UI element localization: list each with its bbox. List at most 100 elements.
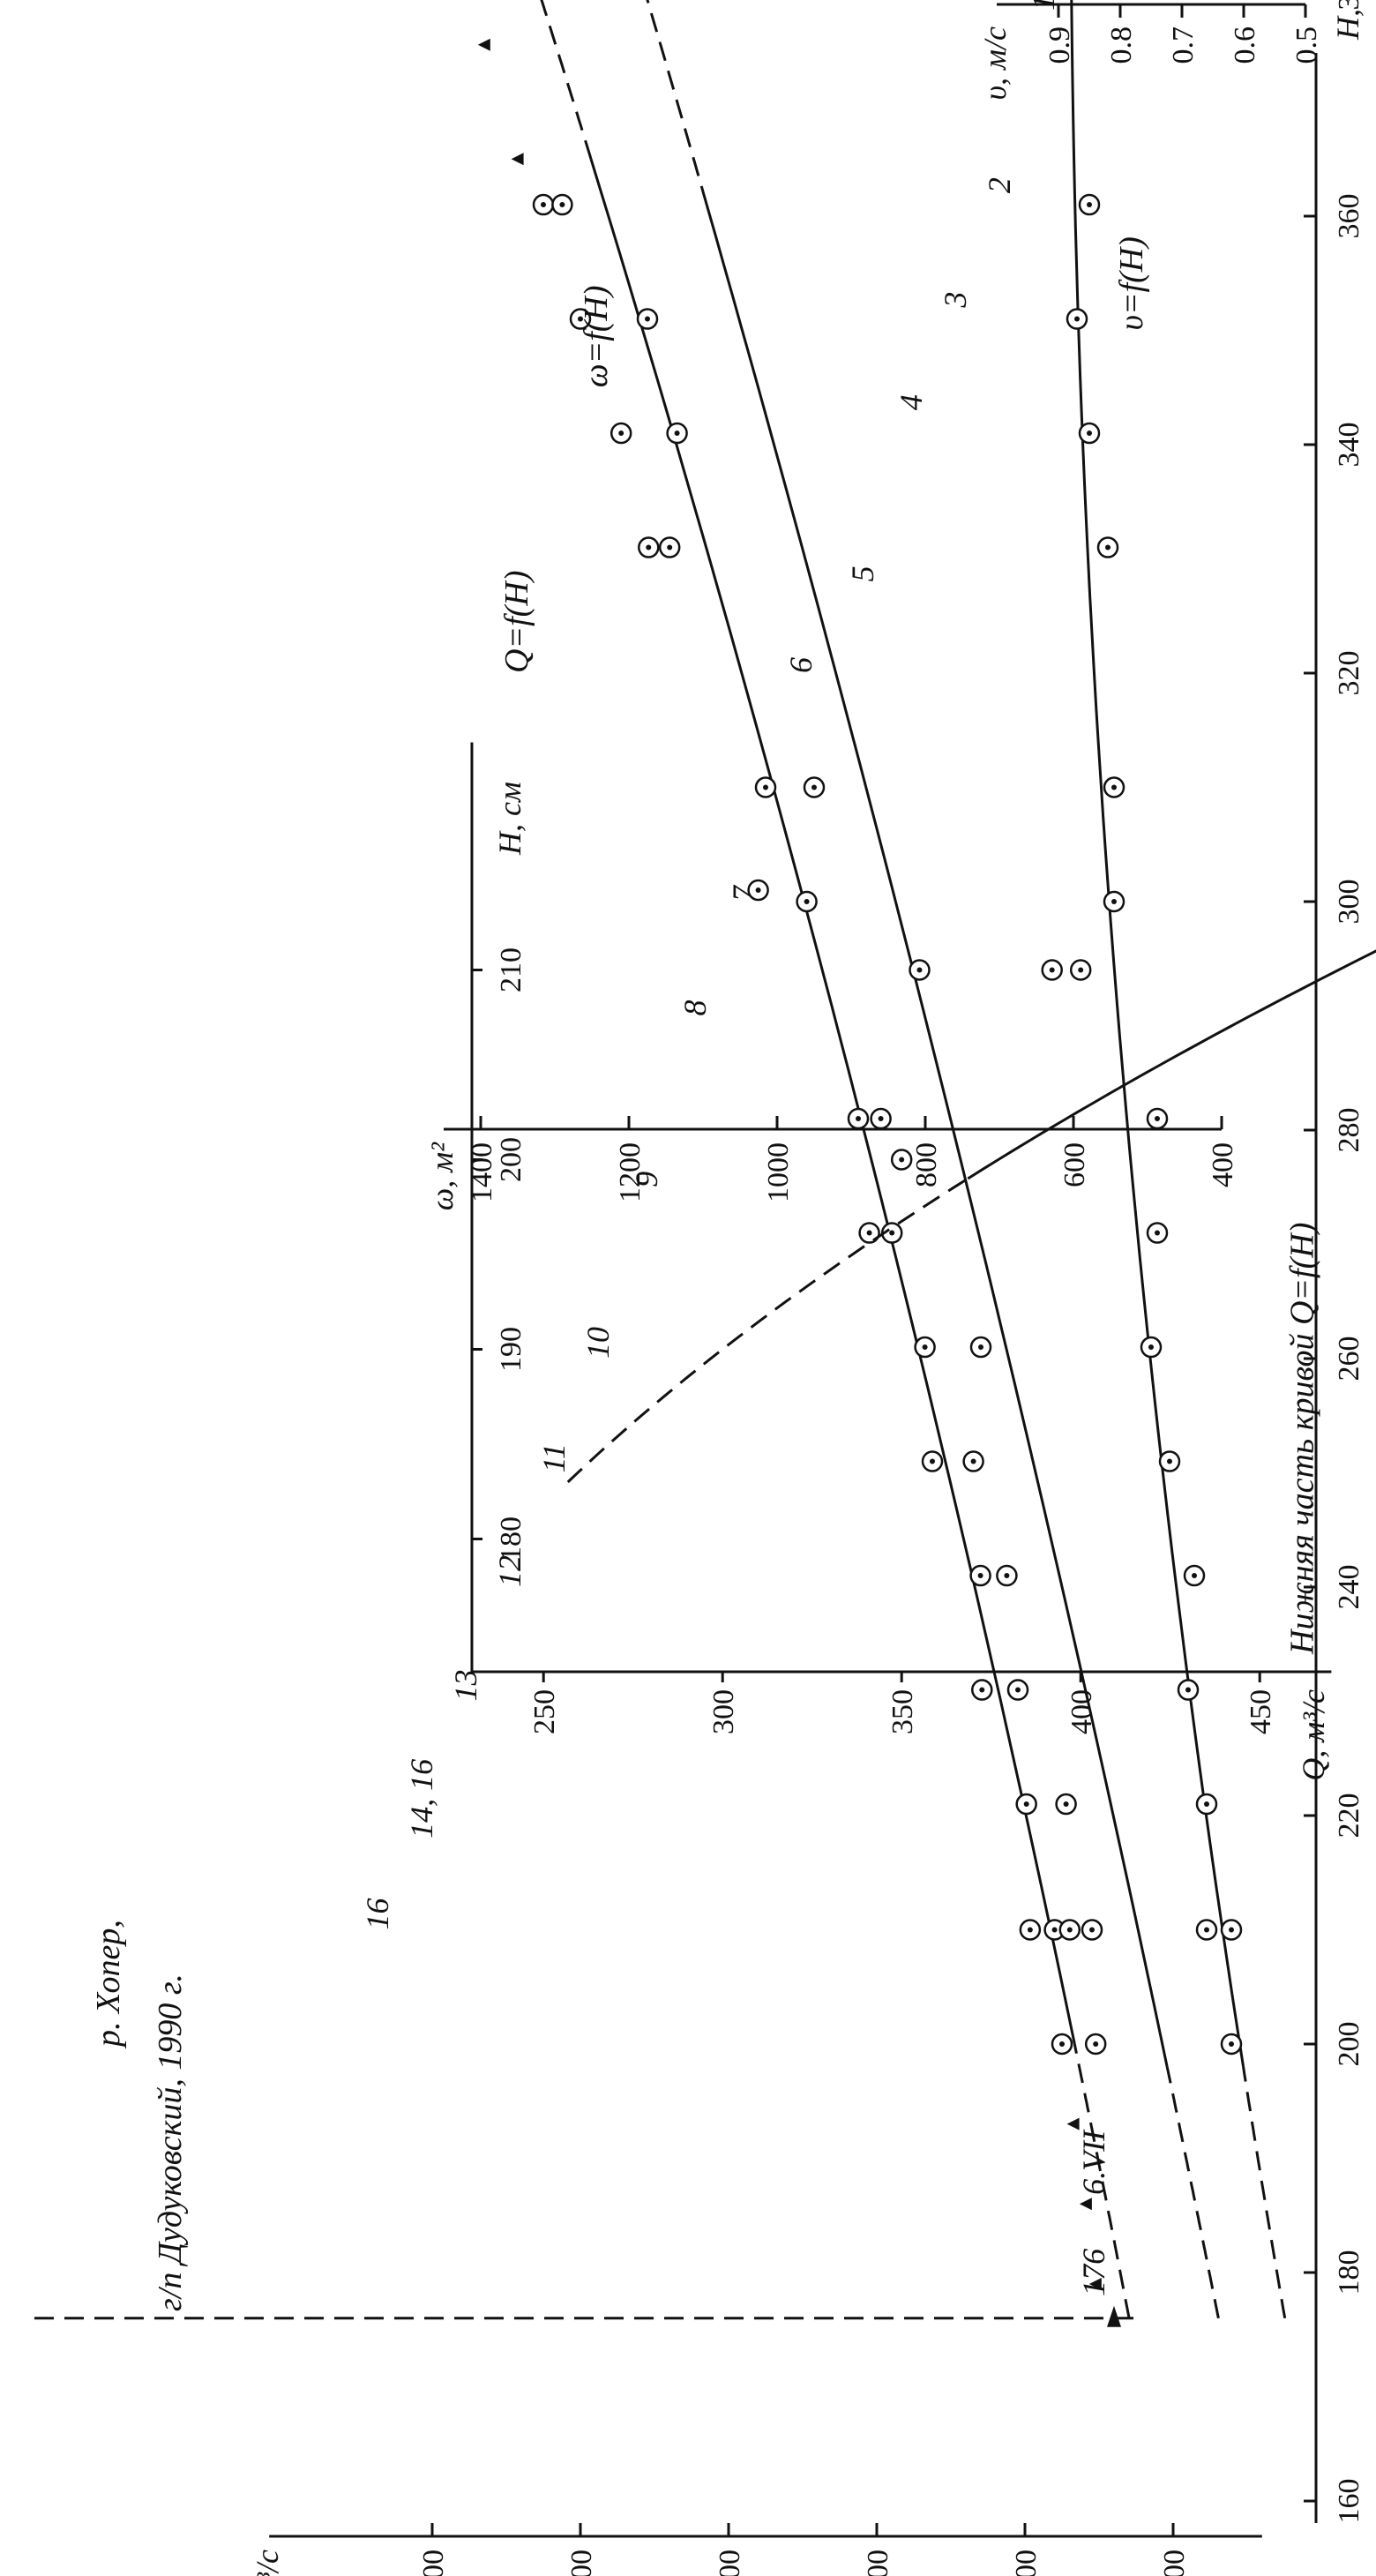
inset-h-axis-label: H, см <box>492 782 527 856</box>
min-level-marker <box>1107 2305 1121 2327</box>
h-tick-label: 320 <box>1333 651 1365 696</box>
q-extrapolated-marker <box>1079 2198 1092 2211</box>
omega-point-dot <box>645 316 650 322</box>
inset-q-tick-label: 350 <box>886 1689 919 1734</box>
q-point-dot <box>977 1573 983 1579</box>
omega-tick-label: 400 <box>1207 1142 1239 1187</box>
q-point-label: 7 <box>726 884 761 902</box>
q-tick-label: 1000 <box>565 2550 598 2576</box>
omega-tick-label: 1200 <box>614 1142 647 1202</box>
inset-q-tick-label: 250 <box>528 1689 561 1734</box>
min-level-value: 176 <box>1076 2249 1111 2296</box>
v-point-dot <box>1111 899 1117 904</box>
v-tick-label: 0.6 <box>1229 26 1261 64</box>
h-axis-label: H, см <box>1330 0 1365 41</box>
q-point-dot <box>922 1344 928 1351</box>
v-point-dot <box>1155 1116 1160 1122</box>
omega-point-dot <box>878 1116 884 1122</box>
q-point-label: 6 <box>783 657 819 673</box>
q-point-dot <box>755 887 761 894</box>
omega-point-dot <box>674 431 680 437</box>
h-tick-label: 260 <box>1333 1337 1365 1382</box>
omega-point-dot <box>811 784 817 790</box>
h-tick-label: 360 <box>1333 194 1365 239</box>
h-tick-label: 300 <box>1333 880 1365 925</box>
q-point-label: 12 <box>492 1555 527 1587</box>
omega-curve-label: ω=f(H) <box>578 285 615 387</box>
q-extrapolated-marker <box>1066 2117 1080 2130</box>
inset-point-dot <box>1049 967 1055 973</box>
v-point-dot <box>1229 2041 1234 2047</box>
v-curve-label: υ=f(H) <box>1113 236 1150 330</box>
q-point-label: 11 <box>536 1443 572 1472</box>
v-point-dot <box>1192 1573 1197 1579</box>
q-point-label: 3 <box>938 292 973 309</box>
omega-curve-extrapolated-top <box>605 0 708 206</box>
omega-curve <box>705 204 1169 2068</box>
q-extrapolated-marker <box>511 153 524 166</box>
q-tick-label: 800 <box>714 2550 746 2576</box>
v-point-dot <box>1087 202 1092 208</box>
q-extrapolated-marker <box>1088 2277 1102 2290</box>
q-extrapolated-marker <box>477 38 490 51</box>
q-curve-extrapolated-top <box>496 0 593 160</box>
v-point-dot <box>1087 431 1092 437</box>
q-point-label: 8 <box>677 1000 713 1016</box>
h-tick-label: 280 <box>1333 1108 1365 1153</box>
q-point-dot <box>1051 1927 1058 1933</box>
omega-tick-label: 1000 <box>762 1142 795 1202</box>
omega-point-dot <box>667 544 673 550</box>
q-point-dot <box>866 1230 872 1236</box>
omega-point-dot <box>1004 1573 1010 1579</box>
v-point-dot <box>1148 1344 1154 1351</box>
q-point-dot <box>763 784 768 790</box>
v-point-dot <box>1185 1687 1191 1693</box>
omega-point-dot <box>1093 2041 1099 2047</box>
inset-q-axis-label: Q, м³/с <box>1296 1689 1331 1781</box>
q-tick-label: 400 <box>1010 2550 1043 2576</box>
q-axis-label: Q, м³/с <box>250 2550 285 2576</box>
inset-h-tick-label: 190 <box>495 1327 527 1372</box>
v-point-dot <box>1167 1458 1172 1464</box>
v-tick-label: 0.5 <box>1290 26 1323 64</box>
q-point-label: 4 <box>894 394 929 410</box>
h-tick-label: 160 <box>1333 2479 1365 2524</box>
q-point-dot <box>1027 1927 1033 1933</box>
q-tick-label: 600 <box>862 2550 894 2576</box>
h-tick-label: 180 <box>1333 2250 1365 2295</box>
inset-point-dot <box>899 1157 905 1163</box>
v-point-dot <box>1074 316 1080 322</box>
v-point-dot <box>1204 1927 1209 1933</box>
omega-point-dot <box>1015 1687 1021 1693</box>
q-point-label: 14, 16 <box>404 1759 439 1838</box>
q-point-dot <box>856 1116 861 1122</box>
v-tick-label: 0.8 <box>1105 26 1138 64</box>
inset-title: Нижняя часть кривой Q=f(H) <box>1284 1223 1321 1655</box>
q-tick-label: 1200 <box>417 2550 450 2576</box>
omega-point-dot <box>1066 1927 1073 1933</box>
q-point-dot <box>578 316 583 322</box>
omega-point-dot <box>1063 1801 1069 1808</box>
omega-point-dot <box>804 899 810 904</box>
omega-point-dot <box>970 1458 976 1464</box>
q-point-label: 5 <box>845 565 880 581</box>
q-curve-extrapolated-bottom <box>1073 2043 1131 2319</box>
q-point-dot <box>541 202 546 208</box>
q-point-dot <box>930 1458 935 1464</box>
omega-tick-label: 800 <box>910 1142 943 1187</box>
q-point-dot <box>1059 2041 1065 2047</box>
h-tick-label: 340 <box>1333 423 1365 468</box>
inset-h-tick-label: 210 <box>495 947 527 992</box>
omega-axis-label: ω, м² <box>424 1142 460 1210</box>
h-tick-label: 200 <box>1333 2022 1365 2067</box>
inset-h-tick-label: 180 <box>495 1516 527 1561</box>
v-point-dot <box>1155 1230 1160 1236</box>
h-tick-label: 380 <box>1333 0 1365 11</box>
v-tick-label: 0.7 <box>1167 26 1200 64</box>
q-point-label: 13 <box>448 1670 483 1702</box>
omega-point-dot <box>559 202 565 208</box>
v-point-dot <box>1105 544 1111 550</box>
q-point-label: 10 <box>580 1327 616 1359</box>
q-point-label: 2 <box>982 177 1017 193</box>
